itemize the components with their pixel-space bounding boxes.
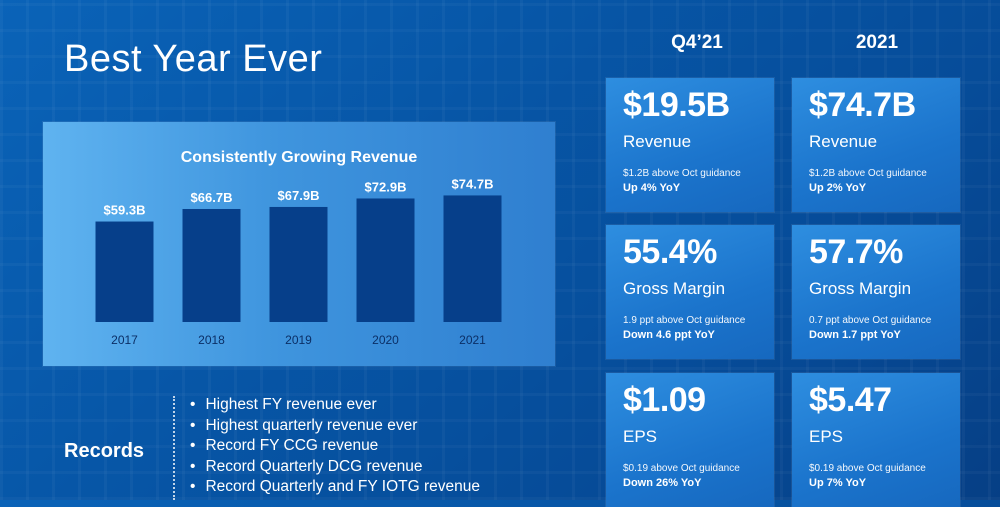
chart-x-tick-label: 2017 — [111, 333, 138, 347]
record-item: Highest quarterly revenue ever — [190, 416, 480, 437]
card-yoy: Up 2% YoY — [809, 182, 867, 194]
chart-data-label: $59.3B — [104, 203, 146, 218]
card-value: 57.7% — [809, 233, 903, 271]
chart-bar — [95, 221, 154, 322]
card-yoy: Up 7% YoY — [809, 477, 867, 489]
chart-x-tick-label: 2020 — [372, 333, 399, 347]
card-q4-revenue: $19.5B Revenue $1.2B above Oct guidance … — [606, 78, 774, 212]
card-fy-revenue: $74.7B Revenue $1.2B above Oct guidance … — [792, 78, 960, 212]
records-label: Records — [64, 440, 145, 462]
card-guidance-note: $1.2B above Oct guidance — [809, 168, 927, 179]
card-yoy: Down 26% YoY — [623, 477, 702, 489]
record-item: Record Quarterly DCG revenue — [190, 457, 480, 478]
card-metric: Gross Margin — [623, 279, 726, 298]
record-item: Record Quarterly and FY IOTG revenue — [190, 477, 480, 498]
records-list: Highest FY revenue ever Highest quarterl… — [190, 395, 480, 498]
chart-x-tick-label: 2018 — [198, 333, 225, 347]
chart-data-label: $67.9B — [278, 188, 320, 203]
card-q4-eps: $1.09 EPS $0.19 above Oct guidance Down … — [606, 373, 774, 507]
chart-x-tick-label: 2021 — [459, 333, 486, 347]
card-metric: Revenue — [623, 132, 692, 151]
chart-data-label: $72.9B — [365, 179, 407, 194]
column-header-q4-21: Q4’21 — [671, 32, 723, 53]
record-item: Record FY CCG revenue — [190, 436, 480, 457]
slide-title: Best Year Ever — [64, 38, 323, 80]
card-metric: Gross Margin — [809, 279, 912, 298]
card-guidance-note: $0.19 above Oct guidance — [623, 463, 740, 474]
chart-bar — [269, 206, 328, 322]
record-item: Highest FY revenue ever — [190, 395, 480, 416]
card-value: 55.4% — [623, 233, 717, 271]
card-value: $5.47 — [809, 381, 892, 419]
chart-bar — [443, 195, 502, 322]
card-yoy: Up 4% YoY — [623, 182, 681, 194]
card-guidance-note: $0.19 above Oct guidance — [809, 463, 926, 474]
card-guidance-note: 1.9 ppt above Oct guidance — [623, 315, 746, 326]
chart-data-label: $66.7B — [191, 190, 233, 205]
chart-bar — [356, 198, 415, 322]
card-metric: EPS — [623, 427, 658, 446]
card-guidance-note: 0.7 ppt above Oct guidance — [809, 315, 932, 326]
revenue-chart-panel: Consistently Growing Revenue $59.3B 2017 $6… — [43, 122, 555, 366]
card-q4-gross-margin: 55.4% Gross Margin 1.9 ppt above Oct gui… — [606, 225, 774, 359]
chart-x-tick-label: 2019 — [285, 333, 312, 347]
card-metric: Revenue — [809, 132, 878, 151]
card-guidance-note: $1.2B above Oct guidance — [623, 168, 741, 179]
card-fy-eps: $5.47 EPS $0.19 above Oct guidance Up 7%… — [792, 373, 960, 507]
card-metric: EPS — [809, 427, 844, 446]
records-divider — [173, 396, 175, 500]
revenue-bar-chart: Consistently Growing Revenue $59.3B 2017 $6… — [95, 149, 502, 347]
card-value: $74.7B — [809, 86, 916, 124]
card-yoy: Down 1.7 ppt YoY — [809, 329, 901, 341]
chart-bar — [182, 208, 241, 322]
chart-data-label: $74.7B — [452, 176, 494, 191]
card-fy-gross-margin: 57.7% Gross Margin 0.7 ppt above Oct gui… — [792, 225, 960, 359]
chart-title: Consistently Growing Revenue — [181, 149, 418, 166]
card-value: $1.09 — [623, 381, 706, 419]
card-value: $19.5B — [623, 86, 730, 124]
column-header-2021: 2021 — [855, 32, 899, 53]
card-yoy: Down 4.6 ppt YoY — [623, 329, 715, 341]
